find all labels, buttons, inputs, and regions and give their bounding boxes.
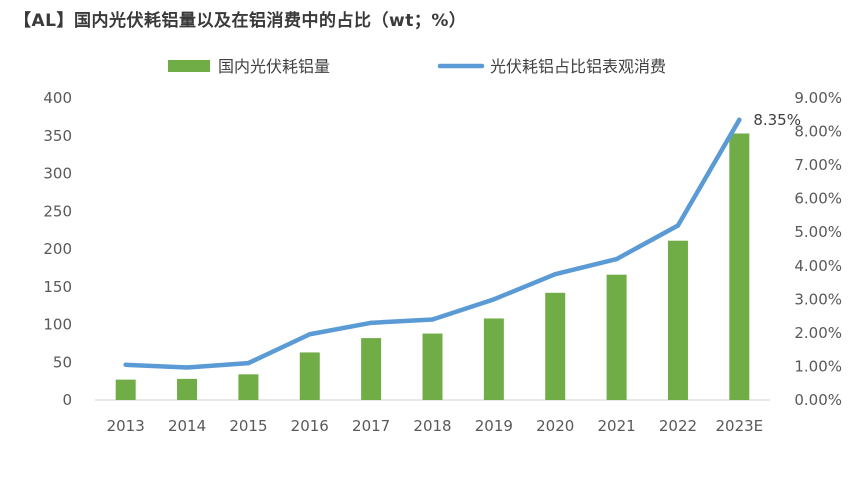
line-point-2022 (675, 223, 681, 228)
right-tick-label: 2.00% (794, 324, 842, 342)
right-tick-label: 6.00% (794, 190, 842, 208)
right-tick-label: 3.00% (794, 290, 842, 308)
x-tick-label: 2015 (229, 417, 267, 435)
right-tick-label: 8.00% (794, 123, 842, 141)
x-tick-label: 2021 (597, 417, 635, 435)
x-tick-label: 2013 (107, 417, 145, 435)
left-tick-label: 150 (43, 278, 72, 296)
x-tick-label: 2019 (475, 417, 513, 435)
x-tick-label: 2016 (291, 417, 329, 435)
x-tick-label: 2022 (659, 417, 697, 435)
left-tick-label: 300 (43, 165, 72, 183)
chart-title: 【AL】国内光伏耗铝量以及在铝消费中的占比（wt；%） (14, 11, 467, 31)
x-axis: 2013 2014 2015 2016 2017 2018 2019 2020 2021 2022… (107, 417, 764, 435)
left-tick-label: 50 (53, 353, 72, 371)
x-tick-label: 2020 (536, 417, 574, 435)
line-point-2020 (553, 271, 558, 277)
legend-swatch-bar (168, 60, 210, 72)
x-tick-label: 2014 (168, 417, 206, 435)
x-tick-label: 2018 (413, 417, 451, 435)
legend: 国内光伏耗铝量 光伏耗铝占比铝表观消费 (168, 57, 666, 76)
bar-2018 (422, 333, 443, 400)
bar-2015 (238, 374, 259, 400)
left-tick-label: 250 (43, 202, 72, 220)
bar-2013 (115, 379, 136, 400)
right-tick-label: 5.00% (794, 223, 842, 241)
line-path (123, 117, 742, 370)
bar-2023E (729, 133, 750, 401)
x-tick-label: 2023E (715, 417, 763, 435)
line-point-2023E (737, 117, 742, 123)
line-point-2014 (184, 365, 190, 370)
right-tick-label: 1.00% (794, 357, 842, 375)
bar-2016 (299, 352, 320, 400)
legend-label-bar: 国内光伏耗铝量 (218, 57, 330, 76)
right-axis: 0.00% 1.00% 2.00% 3.00% 4.00% 5.00% 6.00% 7.00%… (794, 89, 842, 409)
line-point-2015 (246, 360, 251, 366)
x-tick-label: 2017 (352, 417, 390, 435)
line-point-2021 (614, 256, 619, 262)
bar-2014 (177, 378, 198, 400)
legend-label-line: 光伏耗铝占比铝表观消费 (490, 57, 666, 76)
bar-2017 (361, 338, 382, 400)
bar-2020 (545, 292, 566, 400)
bar-2019 (483, 318, 504, 400)
line-point-2019 (491, 297, 497, 302)
line-series (123, 117, 742, 370)
right-tick-label: 4.00% (794, 257, 842, 275)
line-point-2018 (430, 317, 435, 322)
left-tick-label: 350 (43, 127, 72, 145)
bar-2022 (667, 240, 688, 400)
data-label-2023E: 8.35% (753, 111, 801, 129)
right-tick-label: 7.00% (794, 156, 842, 174)
data-labels: 8.35% (753, 111, 801, 129)
left-tick-label: 100 (43, 316, 72, 334)
right-tick-label: 0.00% (794, 391, 842, 409)
left-tick-label: 400 (43, 89, 72, 107)
left-tick-label: 0 (62, 391, 72, 409)
line-point-2017 (368, 320, 374, 326)
left-axis: 0 50 100 150 200 250 300 350 400 (43, 89, 72, 409)
line-point-2016 (307, 332, 312, 337)
left-tick-label: 200 (43, 240, 72, 258)
line-point-2013 (123, 362, 128, 367)
bar-2021 (606, 274, 627, 400)
right-tick-label: 9.00% (794, 89, 842, 107)
bar-series (115, 133, 750, 401)
